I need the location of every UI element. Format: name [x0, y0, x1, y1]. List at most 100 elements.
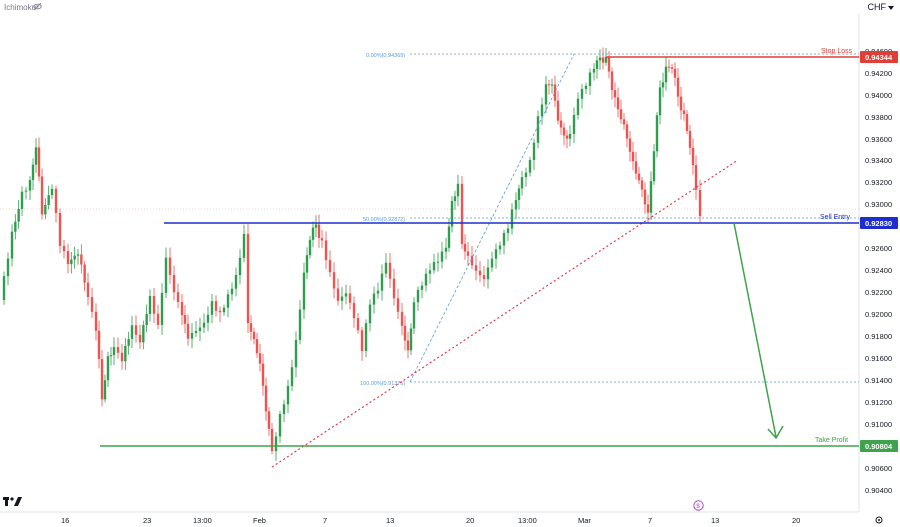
candle-body	[70, 259, 73, 265]
candle-body	[622, 119, 626, 125]
candle-body	[47, 195, 50, 205]
candle-body	[31, 164, 35, 181]
candle-body	[320, 238, 324, 241]
candle-body	[544, 84, 548, 105]
candle-body	[90, 297, 94, 312]
price-axis[interactable]: 0.94600 0.94200 0.94000 0.93800 0.93600 …	[865, 47, 892, 495]
candle-body	[498, 245, 502, 250]
candle-body	[234, 275, 238, 289]
candle-body	[202, 322, 206, 328]
candle-body	[264, 385, 268, 412]
price-tick: 0.91400	[865, 376, 892, 385]
candle-body	[168, 257, 172, 275]
candle-body	[556, 100, 560, 121]
price-tick: 0.93800	[865, 113, 892, 122]
time-axis[interactable]: 16 23 13:00 Feb 7 13 20 13:00 Mar 7 13 2…	[61, 516, 800, 525]
candle-body	[230, 288, 234, 295]
fib-label-100: 100.00%(0.91375)	[360, 381, 405, 387]
candle-body	[40, 176, 44, 215]
candle-body	[130, 325, 134, 339]
candle-body	[616, 97, 620, 110]
candle-body	[17, 208, 20, 222]
candle-body	[134, 325, 138, 335]
candle-body	[576, 98, 580, 116]
eye-icon[interactable]	[33, 2, 42, 11]
currency-label[interactable]: CHF	[867, 2, 887, 12]
candle-body	[282, 404, 286, 415]
candle-body	[44, 204, 47, 215]
time-label: 13	[386, 516, 394, 525]
candle-body	[258, 353, 262, 364]
candle-body	[396, 298, 400, 312]
candle-body	[478, 270, 482, 276]
candle-body	[124, 345, 127, 362]
candle-body	[610, 71, 614, 91]
time-label: 13:00	[193, 516, 212, 525]
candle-body	[667, 66, 671, 68]
price-tick: 0.94000	[865, 91, 892, 100]
trendline[interactable]	[271, 159, 739, 468]
candle-body	[664, 66, 668, 83]
candlesticks	[2, 47, 702, 461]
indicator-label[interactable]: Ichimoku	[4, 3, 37, 12]
candle-body	[186, 323, 190, 339]
candle-body	[246, 233, 250, 324]
candle-body	[156, 313, 160, 325]
candle-body	[352, 302, 356, 319]
candle-body	[94, 311, 98, 331]
candle-body	[450, 201, 454, 227]
candle-body	[206, 314, 210, 323]
candle-body	[517, 188, 521, 200]
candle-body	[20, 191, 24, 209]
candle-body	[670, 67, 674, 69]
candle-body	[34, 147, 38, 165]
candle-body	[270, 428, 274, 452]
event-flag-icon[interactable]: $	[693, 500, 704, 511]
candle-body	[698, 189, 702, 217]
candle-body	[278, 414, 282, 437]
candle-body	[436, 261, 440, 263]
chevron-down-icon[interactable]	[888, 6, 894, 10]
candle-body	[142, 325, 145, 343]
candle-body	[226, 294, 230, 308]
candle-body	[24, 190, 28, 192]
candle-body	[679, 96, 683, 111]
candle-body	[176, 292, 180, 303]
time-label: 23	[143, 516, 151, 525]
candle-body	[305, 255, 309, 273]
candle-body	[73, 255, 76, 260]
candle-body	[486, 267, 490, 280]
time-label: 13	[711, 516, 719, 525]
candle-body	[267, 411, 271, 429]
candle-body	[532, 142, 536, 161]
candle-body	[324, 240, 328, 261]
candle-body	[661, 82, 665, 88]
candle-body	[145, 314, 148, 326]
tradingview-logo	[3, 497, 22, 506]
candle-body	[14, 221, 17, 232]
candle-body	[440, 251, 444, 262]
candle-body	[311, 227, 315, 240]
candle-body	[520, 177, 524, 189]
candle-body	[112, 347, 116, 356]
fib-retracement[interactable]: 0.00%(0.94369) 50.00%(0.92872) 100.00%(0…	[360, 53, 859, 387]
candle-body	[604, 57, 608, 63]
projection-arrow[interactable]	[733, 222, 784, 440]
candle-body	[109, 355, 113, 357]
candle-body	[249, 323, 253, 332]
candle-body	[103, 380, 107, 400]
candle-body	[242, 233, 246, 258]
candle-body	[384, 262, 388, 274]
candle-body	[447, 226, 451, 248]
candle-body	[412, 302, 416, 329]
candle-body	[58, 213, 62, 246]
gear-icon[interactable]	[874, 515, 884, 525]
candle-body	[466, 251, 470, 256]
candle-body	[332, 272, 336, 289]
candle-body	[691, 147, 695, 166]
svg-text:0.92830: 0.92830	[865, 219, 892, 228]
candle-body	[619, 109, 623, 120]
candle-body	[685, 114, 689, 131]
candle-body	[336, 288, 340, 301]
